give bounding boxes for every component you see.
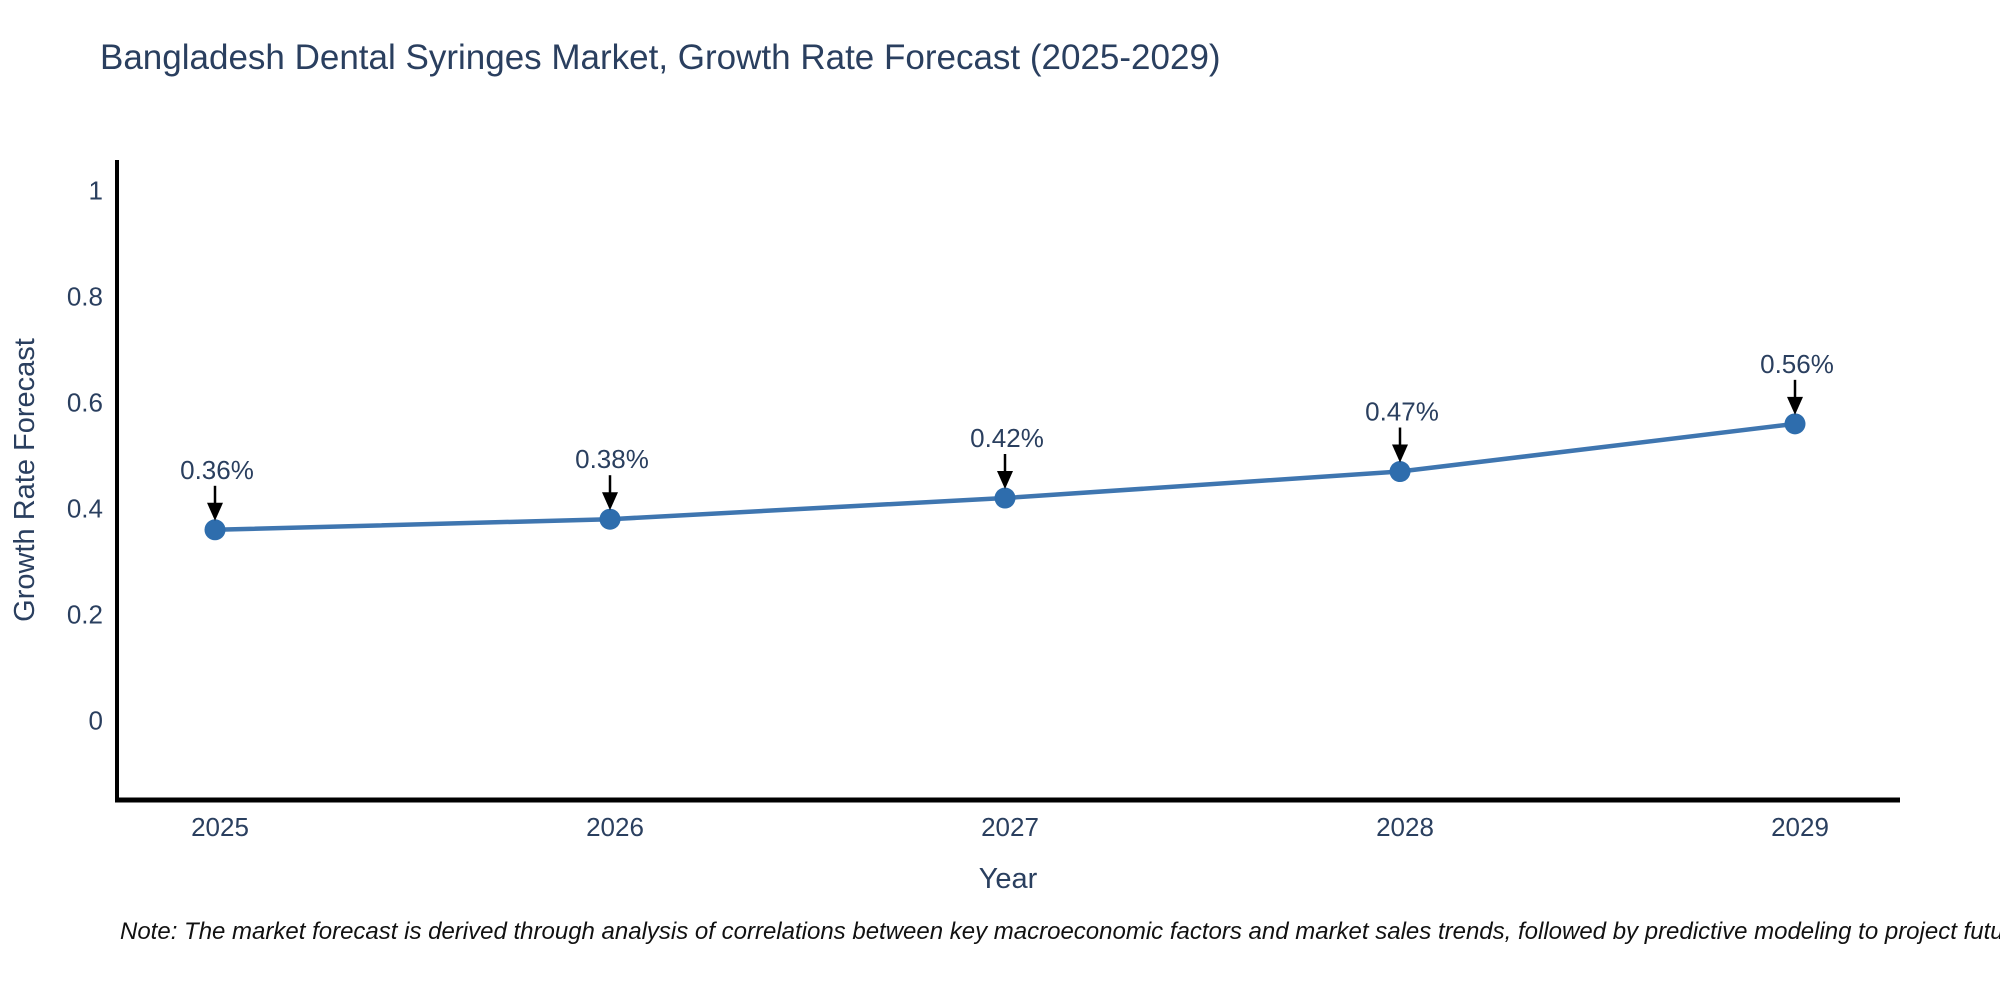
data-point-value-label: 0.47% [1365, 397, 1439, 427]
data-point-value-label: 0.56% [1760, 349, 1834, 379]
annotation-arrowhead-icon [602, 492, 618, 511]
x-tick-label: 2026 [586, 812, 644, 842]
footnote: Note: The market forecast is derived thr… [120, 918, 2000, 945]
x-axis-title: Year [979, 863, 1038, 895]
data-point-value-label: 0.42% [970, 423, 1044, 453]
y-tick-label: 0.6 [67, 388, 103, 418]
y-tick-label: 1 [89, 176, 103, 206]
x-tick-label: 2027 [981, 812, 1039, 842]
x-tick-label: 2025 [191, 812, 249, 842]
data-point-marker [1389, 461, 1411, 483]
data-point-value-label: 0.38% [575, 444, 649, 474]
data-point-marker [204, 519, 226, 541]
y-axis-title: Growth Rate Forecast [9, 338, 41, 622]
x-tick-label: 2028 [1376, 812, 1434, 842]
annotation-arrowhead-icon [997, 471, 1013, 490]
y-tick-label: 0.8 [67, 282, 103, 312]
y-tick-label: 0.2 [67, 600, 103, 630]
annotation-arrowhead-icon [207, 502, 223, 521]
annotation-arrowhead-icon [1787, 396, 1803, 415]
chart-title: Bangladesh Dental Syringes Market, Growt… [100, 38, 1221, 77]
data-point-marker [1784, 413, 1806, 435]
y-tick-label: 0.4 [67, 494, 103, 524]
annotation-arrowhead-icon [1392, 444, 1408, 463]
data-point-value-label: 0.36% [180, 455, 254, 485]
data-point-marker [994, 487, 1016, 509]
y-tick-label: 0 [89, 706, 103, 736]
data-point-marker [599, 508, 621, 530]
x-tick-label: 2029 [1771, 812, 1829, 842]
